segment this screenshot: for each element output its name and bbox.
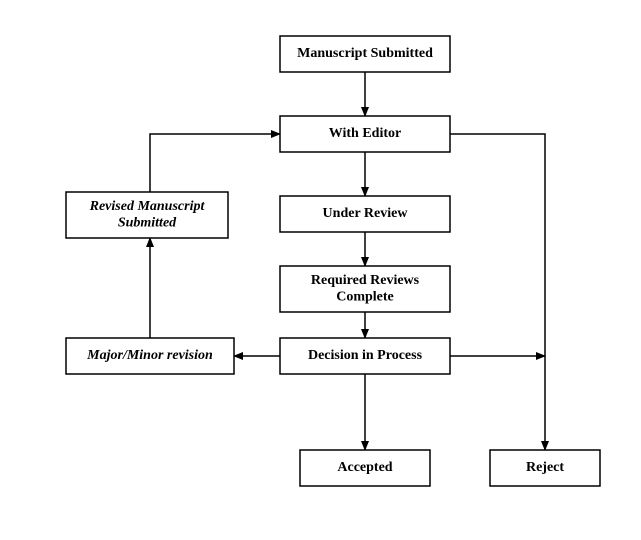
node-label-revised-l0: Revised Manuscript [89, 199, 206, 214]
node-label-accepted: Accepted [337, 460, 392, 475]
node-label-decision: Decision in Process [308, 348, 423, 363]
node-label-reject: Reject [526, 460, 564, 475]
node-label-revision: Major/Minor revision [86, 348, 213, 363]
node-label-editor: With Editor [329, 126, 401, 141]
node-label-review: Under Review [323, 206, 409, 221]
node-review: Under Review [280, 196, 450, 232]
flowchart-canvas: Manuscript Submitted With Editor Revised M… [0, 0, 641, 540]
node-revision: Major/Minor revision [66, 338, 234, 374]
edge-e9 [450, 134, 545, 450]
node-accepted: Accepted [300, 450, 430, 486]
edge-e8 [150, 134, 280, 192]
node-reqcomp: Required ReviewsComplete [280, 266, 450, 312]
node-label-reqcomp-l0: Required Reviews [311, 273, 420, 288]
node-decision: Decision in Process [280, 338, 450, 374]
node-label-reqcomp-l1: Complete [336, 289, 394, 304]
node-editor: With Editor [280, 116, 450, 152]
node-label-revised-l1: Submitted [118, 215, 177, 230]
node-submitted: Manuscript Submitted [280, 36, 450, 72]
node-label-submitted: Manuscript Submitted [297, 46, 433, 61]
node-reject: Reject [490, 450, 600, 486]
node-revised: Revised ManuscriptSubmitted [66, 192, 228, 238]
